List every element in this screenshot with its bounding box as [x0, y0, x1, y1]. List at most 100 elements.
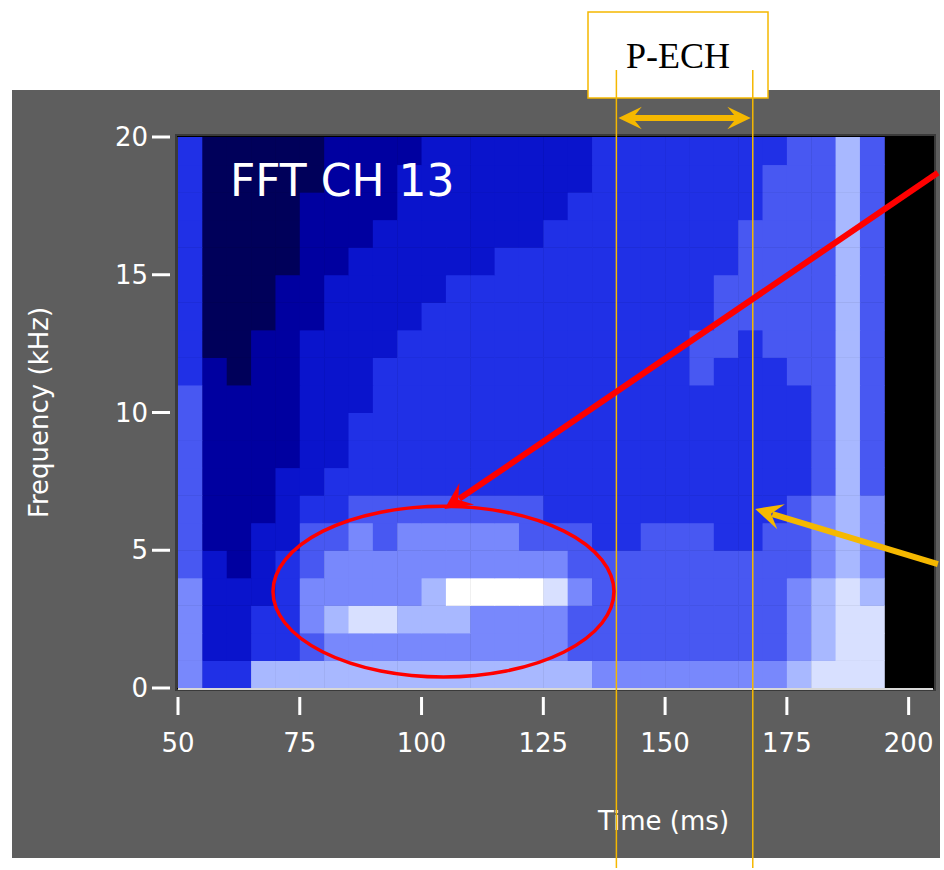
cell: [738, 247, 763, 275]
cell: [860, 330, 885, 358]
cell: [348, 605, 373, 633]
x-tick-label: 100: [397, 728, 447, 758]
cell: [275, 660, 300, 688]
cell: [422, 550, 447, 578]
cell: [348, 302, 373, 330]
span-line: [752, 70, 754, 868]
span-label: P-ECH: [626, 36, 730, 76]
cell: [641, 605, 666, 633]
cell: [178, 495, 203, 523]
cell: [763, 385, 788, 413]
cell: [202, 440, 227, 468]
cell: [543, 578, 568, 606]
cell: [836, 165, 861, 193]
y-tick-label: 5: [131, 535, 148, 565]
cell: [616, 633, 641, 661]
cell: [348, 275, 373, 303]
cell: [422, 605, 447, 633]
cell: [324, 413, 349, 441]
cell: [543, 385, 568, 413]
cell: [519, 192, 544, 220]
cell: [592, 220, 617, 248]
cell: [178, 660, 203, 688]
cell: [300, 468, 325, 496]
cell: [665, 578, 690, 606]
cell: [519, 385, 544, 413]
cell: [275, 302, 300, 330]
cell: [665, 660, 690, 688]
cell: [202, 605, 227, 633]
cell: [641, 247, 666, 275]
cell: [592, 413, 617, 441]
cell: [665, 523, 690, 551]
cell: [202, 413, 227, 441]
cell: [178, 413, 203, 441]
cell: [641, 192, 666, 220]
cell: [178, 302, 203, 330]
cell: [348, 468, 373, 496]
cell: [787, 330, 812, 358]
cell: [641, 440, 666, 468]
cell: [495, 550, 520, 578]
cell: [836, 633, 861, 661]
cell: [300, 578, 325, 606]
cell: [592, 357, 617, 385]
cell: [495, 357, 520, 385]
cell: [178, 468, 203, 496]
cell: [348, 550, 373, 578]
cell: [470, 192, 495, 220]
cell: [178, 523, 203, 551]
cell: [689, 357, 714, 385]
cell: [568, 247, 593, 275]
cell: [519, 302, 544, 330]
cell: [178, 357, 203, 385]
cell: [665, 302, 690, 330]
cell: [178, 137, 203, 165]
cell: [738, 550, 763, 578]
cell: [275, 440, 300, 468]
cell: [348, 413, 373, 441]
cell: [251, 468, 276, 496]
cell: [763, 440, 788, 468]
x-axis-line: [178, 688, 933, 690]
cell: [251, 550, 276, 578]
cell: [860, 302, 885, 330]
cell: [275, 385, 300, 413]
cell: [641, 302, 666, 330]
cell: [300, 413, 325, 441]
y-tick-label: 0: [131, 673, 148, 703]
cell: [763, 660, 788, 688]
cell: [202, 660, 227, 688]
cell: [446, 413, 471, 441]
cell: [665, 440, 690, 468]
cell: [251, 220, 276, 248]
cell: [495, 605, 520, 633]
cell: [470, 220, 495, 248]
cell: [446, 633, 471, 661]
cell: [860, 605, 885, 633]
cell: [495, 413, 520, 441]
cell: [738, 468, 763, 496]
cell: [616, 247, 641, 275]
cell: [616, 495, 641, 523]
cell: [251, 385, 276, 413]
cell: [714, 468, 739, 496]
cell: [860, 495, 885, 523]
cell: [446, 660, 471, 688]
cell: [738, 605, 763, 633]
cell: [495, 302, 520, 330]
cell: [543, 302, 568, 330]
cell: [543, 137, 568, 165]
arrow: [459, 173, 938, 499]
cell: [519, 413, 544, 441]
cell: [470, 523, 495, 551]
cell: [227, 660, 252, 688]
cell: [543, 275, 568, 303]
cell: [616, 550, 641, 578]
cell: [860, 357, 885, 385]
cell: [592, 137, 617, 165]
cell: [373, 357, 398, 385]
cell: [251, 440, 276, 468]
cell: [543, 192, 568, 220]
cell: [348, 247, 373, 275]
